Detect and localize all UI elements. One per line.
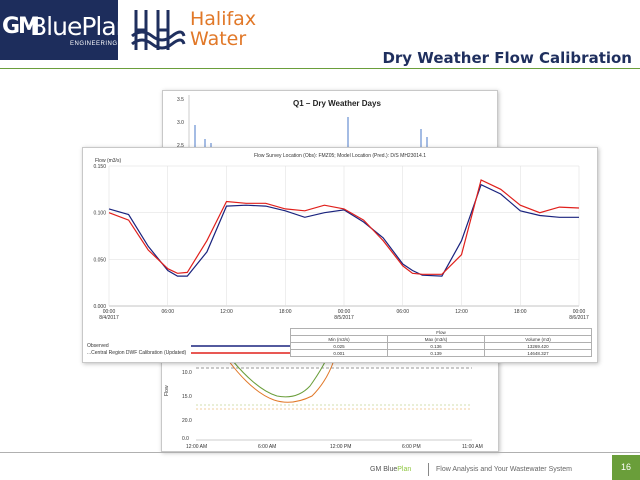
x-tick-label: 18:00: [279, 309, 292, 315]
bottom-y-label: Flow: [164, 385, 170, 396]
footer-brand-gm: GM Blue: [370, 466, 398, 473]
table-row: Min (m3/s) Max (m3/s) Volume (m3): [290, 335, 592, 343]
x-tick-date: 8/4/2017: [99, 315, 119, 321]
stats-cell: 13269.420: [484, 342, 592, 350]
y-tick-label: 0.100: [93, 211, 106, 217]
footer-brand-plan: Plan: [397, 466, 412, 473]
stats-header-volume: Volume (m3): [484, 335, 592, 343]
footer-divider: [0, 452, 640, 453]
q1-chart-title: Q1 – Dry Weather Days: [293, 99, 381, 108]
slide-title: Dry Weather Flow Calibration: [382, 49, 632, 67]
x-tick-date: 8/6/2017: [569, 315, 589, 321]
halifax-water-icon: [131, 10, 186, 50]
x-tick-label: 12:00: [455, 309, 468, 315]
legend-observed-label: Observed: [87, 343, 109, 349]
stats-cell: 0.001: [290, 349, 388, 357]
q1-y-tick: 3.0: [177, 120, 184, 126]
logo-gm-mark: GM: [2, 14, 40, 39]
table-row: 0.001 0.139 14648.327: [290, 349, 592, 357]
x-tick-label: 12:00: [220, 309, 233, 315]
observed-series-line: [108, 183, 579, 277]
stats-cell: 0.136: [387, 342, 485, 350]
logo-halifax-text: Halifax: [190, 8, 257, 30]
q1-y-tick: 3.5: [177, 97, 184, 103]
bottom-y-tick: 15.0: [182, 394, 192, 400]
stats-header-min: Min (m3/s): [290, 335, 388, 343]
main-grid: [108, 165, 580, 307]
legend-model-label: ...Central Region DWF Calibration (Updat…: [87, 350, 187, 356]
halifax-water-logo: Halifax Water: [128, 6, 256, 54]
x-tick-label: 06:00: [161, 309, 174, 315]
bottom-y-tick: 20.0: [182, 418, 192, 424]
bottom-x-tick: 6:00 AM: [258, 444, 276, 450]
stats-cell: 0.139: [387, 349, 485, 357]
y-tick-label: 0.050: [93, 257, 106, 263]
page-number: 16: [612, 455, 640, 480]
model-series-line: [108, 179, 580, 275]
q1-chart-svg: 3.5 3.0 2.5: [177, 95, 428, 153]
bottom-x-tick: 6:00 PM: [402, 444, 421, 450]
flow-stats-table: Flow Min (m3/s) Max (m3/s) Volume (m3) 0…: [290, 328, 592, 357]
y-tick-label: 0.000: [93, 304, 106, 310]
footer-tagline: Flow Analysis and Your Wastewater System: [436, 466, 572, 473]
footer-brand: GM BluePlan: [370, 466, 411, 473]
bottom-chart-svg: Flow 10.0 15.0 20.0 0.0 12:00 AM 6:00 AM…: [164, 359, 483, 450]
table-row: 0.025 0.136 13269.420: [290, 342, 592, 350]
table-row: Flow: [290, 328, 592, 336]
flow-calibration-chart-panel: Flow Survey Location (Obs): FMZ05; Model…: [82, 147, 598, 363]
q1-y-tick: 2.5: [177, 143, 184, 149]
bottom-y-tick: 0.0: [182, 436, 189, 442]
q1-chart-panel: Q1 – Dry Weather Days 3.5 3.0 2.5: [162, 90, 498, 154]
bottom-x-tick: 12:00 PM: [330, 444, 351, 450]
logo-water-text: Water: [190, 28, 247, 50]
main-chart-title: Flow Survey Location (Obs): FMZ05; Model…: [254, 153, 426, 159]
gm-blueplan-logo: GM BluePlan ENGINEERING: [0, 0, 118, 60]
logo-blueplan-text: BluePlan: [30, 12, 118, 41]
x-tick-label: 00:00: [338, 309, 351, 315]
bottom-chart-panel: Flow 10.0 15.0 20.0 0.0 12:00 AM 6:00 AM…: [161, 355, 499, 452]
stats-cell: 0.025: [290, 342, 388, 350]
x-tick-label: 00:00: [573, 309, 586, 315]
x-tick-date: 8/5/2017: [334, 315, 354, 321]
bottom-x-tick: 11:00 AM: [462, 444, 483, 450]
main-y-label: Flow (m3/s): [95, 158, 121, 164]
bottom-y-tick: 10.0: [182, 370, 192, 376]
footer-separator: [428, 463, 429, 476]
bottom-x-tick: 12:00 AM: [186, 444, 207, 450]
flow-calibration-chart: Flow Survey Location (Obs): FMZ05; Model…: [87, 153, 589, 356]
logo-engineering-text: ENGINEERING: [70, 41, 118, 47]
x-tick-label: 00:00: [103, 309, 116, 315]
stats-cell: 14648.327: [484, 349, 592, 357]
stats-group-header: Flow: [290, 328, 592, 336]
header-divider: [0, 68, 640, 69]
x-tick-label: 18:00: [514, 309, 527, 315]
x-tick-label: 06:00: [396, 309, 409, 315]
main-y-ticks: 0.000 0.050 0.100 0.150: [93, 164, 106, 310]
y-tick-label: 0.150: [93, 164, 106, 170]
stats-header-max: Max (m3/s): [387, 335, 485, 343]
